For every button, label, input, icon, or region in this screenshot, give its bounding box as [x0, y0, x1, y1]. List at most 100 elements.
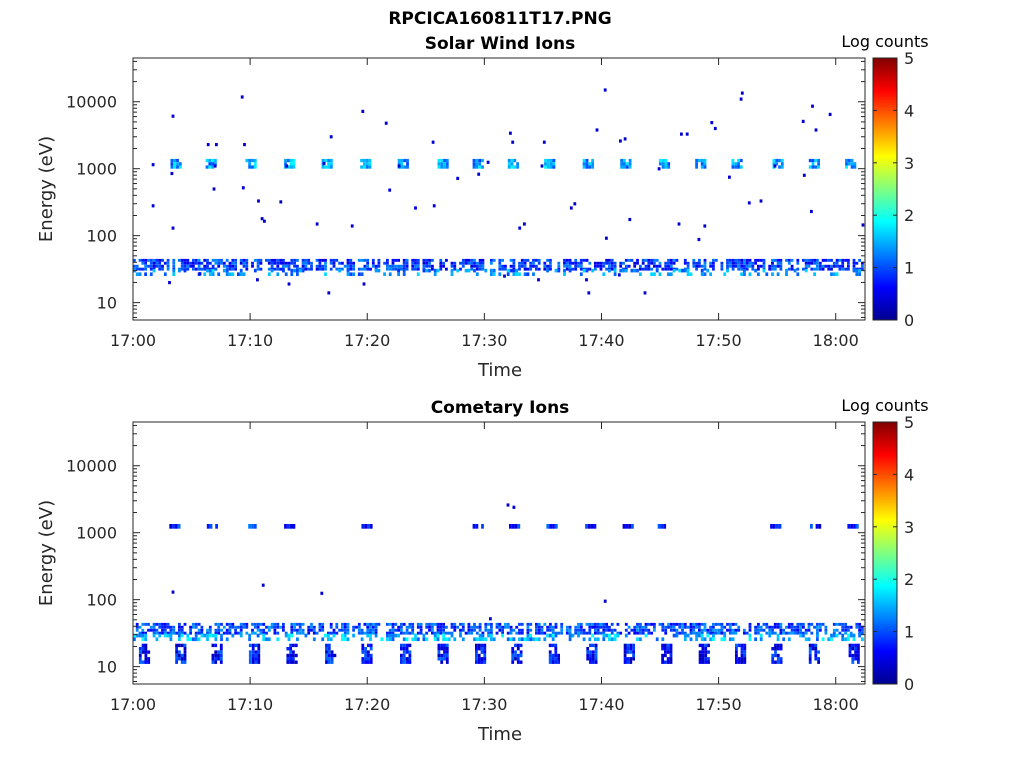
data-cell	[737, 165, 740, 169]
data-point	[747, 201, 751, 205]
data-cell	[138, 625, 142, 629]
data-cell	[433, 631, 437, 635]
data-cell	[158, 625, 162, 629]
data-point	[759, 199, 763, 203]
data-cell	[256, 622, 260, 626]
data-cell	[813, 267, 816, 271]
data-cell	[605, 628, 608, 632]
data-cell	[734, 261, 738, 265]
data-cell	[520, 631, 524, 635]
data-cell	[296, 272, 299, 276]
data-cell	[610, 267, 614, 271]
data-cell	[490, 261, 493, 265]
data-cell	[436, 631, 440, 635]
data-cell	[848, 647, 852, 651]
data-cell	[436, 633, 440, 638]
data-cell	[289, 162, 293, 166]
data-cell	[723, 625, 727, 629]
data-cell	[703, 165, 707, 169]
data-cell	[178, 631, 181, 635]
data-cell	[133, 264, 136, 268]
data-cell	[361, 650, 365, 654]
data-cell	[461, 261, 465, 265]
data-cell	[292, 660, 295, 664]
data-cell	[289, 165, 293, 169]
data-cell	[352, 261, 355, 265]
data-cell	[217, 264, 221, 268]
data-cell	[745, 264, 749, 268]
data-cell	[591, 622, 594, 626]
data-cell	[845, 165, 848, 169]
data-cell	[178, 637, 181, 642]
data-point	[685, 132, 689, 136]
data-cell	[743, 657, 747, 661]
data-cell	[203, 267, 207, 271]
data-cell	[799, 628, 802, 632]
data-cell	[594, 631, 597, 635]
data-cell	[292, 165, 296, 169]
data-cell	[739, 165, 743, 169]
data-cell	[242, 258, 246, 262]
data-cell	[256, 625, 260, 629]
data-cell	[330, 653, 334, 658]
data-cell	[824, 625, 828, 629]
data-cell	[593, 524, 597, 529]
data-cell	[408, 643, 412, 648]
data-cell	[698, 264, 701, 268]
data-cell	[709, 261, 712, 265]
data-cell	[405, 267, 409, 271]
data-cell	[411, 631, 415, 635]
data-cell	[519, 660, 523, 664]
data-cell	[484, 628, 488, 632]
data-cell	[808, 653, 812, 658]
data-cell	[720, 264, 724, 268]
data-cell	[251, 158, 254, 163]
data-cell	[790, 264, 794, 268]
data-cell	[647, 258, 651, 262]
data-cell	[577, 633, 580, 638]
data-point	[315, 222, 319, 226]
data-cell	[369, 628, 372, 632]
data-cell	[827, 637, 831, 642]
data-cell	[681, 622, 684, 626]
data-cell	[623, 162, 626, 166]
data-cell	[172, 258, 176, 262]
data-cell	[641, 258, 645, 262]
data-cell	[511, 657, 515, 661]
data-cell	[237, 272, 240, 276]
data-cell	[141, 647, 145, 651]
data-cell	[754, 261, 757, 265]
data-cell	[480, 660, 484, 664]
data-cell	[205, 158, 209, 163]
data-cell	[813, 261, 816, 265]
data-cell	[698, 631, 701, 635]
data-cell	[639, 272, 642, 276]
data-cell	[653, 272, 656, 276]
data-cell	[217, 625, 221, 629]
data-cell	[782, 628, 786, 632]
data-cell	[816, 631, 819, 635]
data-cell	[400, 628, 403, 632]
data-cell	[594, 660, 598, 664]
x-tick-label: 17:30	[461, 331, 507, 350]
data-cell	[700, 264, 704, 268]
data-cell	[518, 631, 521, 635]
data-cell	[778, 158, 781, 163]
data-cell	[286, 158, 290, 163]
data-cell	[813, 272, 816, 276]
data-cell	[734, 628, 738, 632]
data-cell	[208, 162, 212, 166]
data-point	[523, 222, 526, 226]
data-cell	[773, 625, 777, 629]
data-cell	[400, 653, 403, 658]
data-cell	[811, 162, 815, 166]
data-cell	[757, 267, 760, 271]
data-cell	[366, 261, 370, 265]
data-cell	[346, 628, 350, 632]
data-cell	[282, 622, 285, 626]
data-cell	[175, 631, 178, 635]
data-cell	[802, 625, 805, 629]
data-cell	[437, 643, 441, 648]
data-cell	[276, 637, 280, 642]
data-cell	[636, 628, 639, 632]
